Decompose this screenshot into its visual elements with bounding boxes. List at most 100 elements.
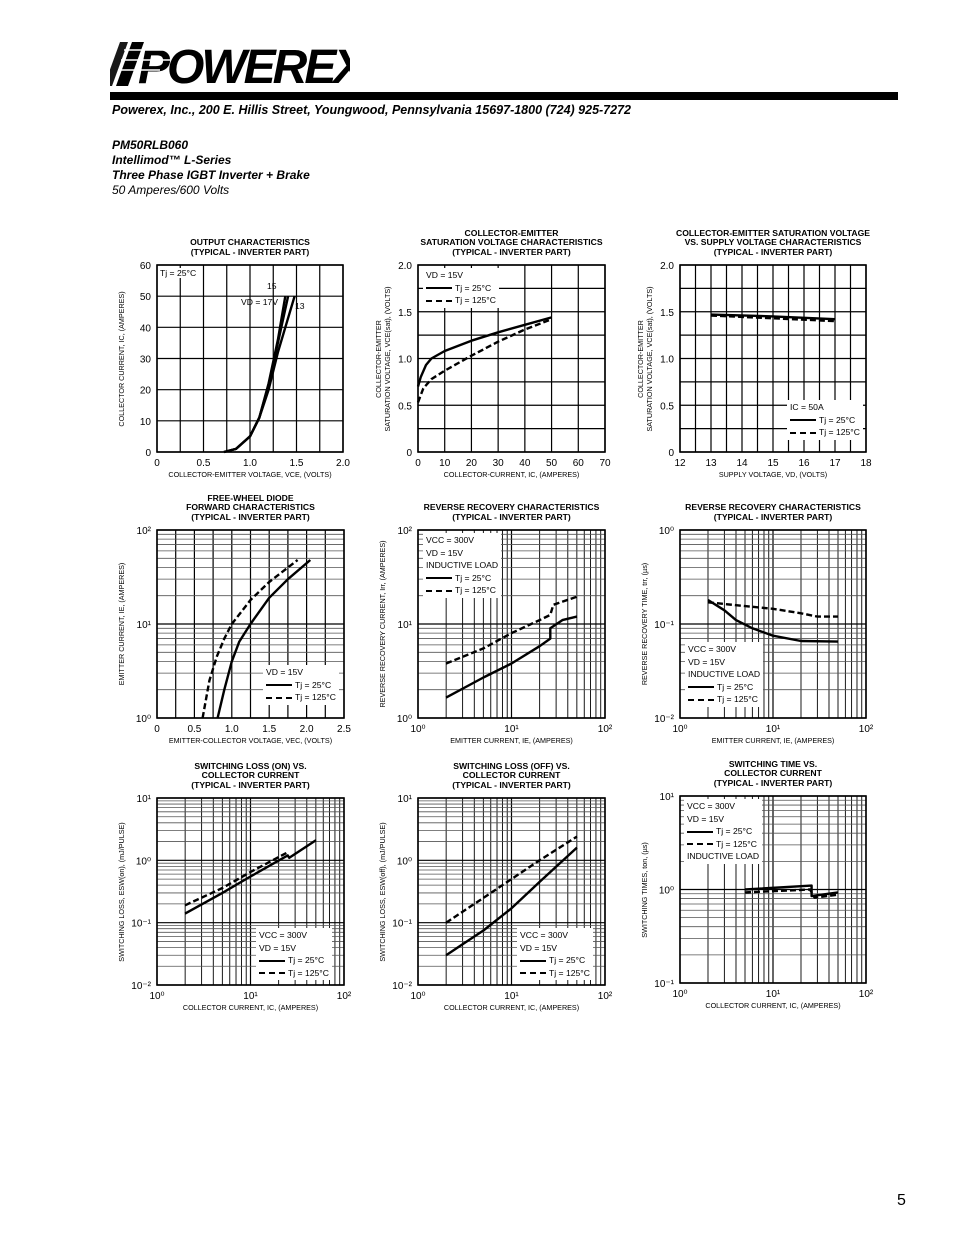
- x-tick-label: 10¹: [504, 724, 519, 735]
- chart-title-line: (TYPICAL - INVERTER PART): [452, 779, 571, 790]
- chart-plot: 10⁰ 10¹ 10² 10⁻² 10⁻¹ 10⁰ 10¹: [131, 794, 352, 1002]
- plot-frame: [679, 529, 867, 719]
- chart-title-line: COLLECTOR CURRENT: [462, 770, 561, 780]
- legend-text: Tj = 125°C: [549, 967, 590, 978]
- x-tick-label: 10²: [598, 991, 613, 1002]
- chart-title: OUTPUT CHARACTERISTICS (TYPICAL - INVERTE…: [190, 237, 310, 257]
- chart-title-line: COLLECTOR-EMITTER SATURATION VOLTAGE: [676, 227, 870, 238]
- plot-frame: [417, 529, 606, 719]
- chart-8: 10⁰ 10¹ 10² 10⁻² 10⁻¹ 10⁰ 10¹ SWITCHING LOSS (O…: [378, 761, 613, 1012]
- y-tick-label: 2.0: [660, 261, 674, 272]
- series-line-1: [416, 316, 552, 387]
- legend-text: INDUCTIVE LOAD: [426, 560, 499, 570]
- solid-line-sample: [426, 287, 452, 290]
- legend-item: VCC = 300V: [688, 643, 760, 656]
- y-tick-label: 10⁻¹: [654, 620, 674, 631]
- series-line-3: [223, 295, 296, 454]
- legend-text: Tj = 125°C: [455, 585, 496, 595]
- legend-text: Tj = 125°C: [288, 967, 329, 978]
- chart-title-line: (TYPICAL - INVERTER PART): [452, 511, 571, 522]
- chart-5: 10⁰ 10¹ 10² 10⁰ 10¹ 10² REVERSE RECOVERY CHARA…: [378, 502, 613, 745]
- x-axis-label: COLLECTOR CURRENT, IC, (AMPERES): [182, 1003, 319, 1012]
- y-tick-label: 2.0: [398, 261, 412, 272]
- legend-item: INDUCTIVE LOAD: [688, 668, 760, 681]
- chart-4: 0 0.5 1.0 1.5 2.0 2.5 10⁰ 10¹ 10² FREE-WHEEL DIOD…: [117, 493, 351, 745]
- legend-text: Tj = 125°C: [716, 838, 757, 849]
- legend-item: Tj = 125°C: [688, 693, 760, 706]
- x-tick-label: 12: [674, 458, 686, 469]
- legend-item: Tj = 125°C: [266, 691, 336, 704]
- legend-item: INDUCTIVE LOAD: [687, 850, 759, 863]
- chart-title-line: SWITCHING LOSS (ON) VS.: [194, 760, 307, 771]
- chart-annotation: VD = 17V: [241, 297, 279, 307]
- y-tick-label: 10⁻¹: [131, 919, 151, 930]
- legend-item: Tj = 25°C: [266, 679, 336, 692]
- dashed-line-sample: [426, 299, 452, 302]
- chart-title: COLLECTOR-EMITTER SATURATION VOLTAGE CHAR…: [420, 228, 602, 258]
- legend-item: Tj = 125°C: [687, 838, 759, 851]
- x-tick-label: 40: [519, 458, 531, 469]
- chart-plot: 0 10 20 30 40 50 60 70 0 0.5 1.0 1.5 2.0: [398, 261, 611, 469]
- chart-title-line: (TYPICAL - INVERTER PART): [713, 246, 833, 257]
- legend-text: Tj = 125°C: [717, 694, 758, 704]
- y-tick-label: 10²: [398, 526, 413, 537]
- legend-item: Tj = 125°C: [426, 584, 498, 597]
- x-tick-label: 1.0: [225, 724, 239, 735]
- y-tick-label: 10⁰: [397, 714, 412, 725]
- x-tick-label: 1.5: [262, 724, 276, 735]
- chart-title: FREE-WHEEL DIODE FORWARD CHARACTERISTICS(…: [186, 493, 315, 523]
- x-tick-label: 10: [439, 458, 451, 469]
- legend: VCC = 300V VD = 15V Tj = 25°C Tj = 125°C IND…: [684, 799, 763, 864]
- x-axis-label: EMITTER-COLLECTOR VOLTAGE, VEC, (VOLTS): [168, 736, 333, 745]
- y-tick-label: 40: [140, 323, 152, 334]
- legend-text: VD = 15V: [426, 270, 464, 280]
- dashed-line-sample: [426, 589, 452, 592]
- y-tick-label: 10⁰: [136, 856, 151, 867]
- chart-title: SWITCHING LOSS (ON) VS. COLLECTOR CURRENT…: [191, 760, 310, 791]
- x-tick-label: 16: [798, 458, 810, 469]
- dashed-line-sample: [688, 698, 714, 701]
- series-line-2: [445, 835, 578, 924]
- chart-title-line: (TYPICAL - INVERTER PART): [191, 779, 310, 790]
- legend-text: VD = 15V: [687, 813, 725, 824]
- legend-item: Tj = 25°C: [790, 414, 860, 427]
- legend-text: Tj = 125°C: [819, 427, 860, 437]
- legend-text: VCC = 300V: [520, 930, 569, 940]
- legend-text: Tj = 25°C: [288, 955, 325, 965]
- y-axis-label-line: SATURATION VOLTAGE, VCE(sat), (VOLTS): [383, 285, 392, 432]
- header-rule: [110, 92, 898, 100]
- y-axis-label-line: SWITCHING LOSS, ESW(on), (mJ/PULSE): [117, 821, 126, 962]
- x-tick-label: 10²: [598, 724, 613, 735]
- plot-frame: [156, 264, 344, 453]
- x-axis-label: SUPPLY VOLTAGE, VD, (VOLTS): [718, 470, 828, 479]
- y-tick-label: 10: [140, 417, 152, 428]
- chart-6: 10⁰ 10¹ 10² 10⁻² 10⁻¹ 10⁰ REVERSE RECOVERY CHA…: [640, 502, 874, 745]
- legend: VD = 15V Tj = 25°C Tj = 125°C: [263, 665, 339, 705]
- series-line-1: [445, 615, 578, 699]
- series-line-1: [707, 598, 839, 643]
- x-axis-label: COLLECTOR-EMITTER VOLTAGE, VCE, (VOLTS): [168, 470, 332, 479]
- chart-title-line: VS. SUPPLY VOLTAGE CHARACTERISTICS: [684, 237, 862, 247]
- legend-item: VD = 15V: [687, 813, 759, 826]
- x-tick-label: 15: [767, 458, 779, 469]
- x-tick-label: 13: [705, 458, 717, 469]
- legend-item: VCC = 300V: [687, 800, 759, 813]
- legend-text: Tj = 125°C: [295, 692, 336, 702]
- y-tick-label: 0: [145, 448, 151, 459]
- y-tick-label: 10⁻²: [131, 981, 151, 992]
- powerex-logo: POWEREX: [104, 40, 371, 94]
- y-axis-label-line: REVERSE RECOVERY CURRENT, Irr, (AMPERES): [378, 540, 387, 708]
- dashed-line-sample: [520, 972, 546, 975]
- x-tick-label: 10¹: [243, 991, 258, 1002]
- chart-9: 10⁰ 10¹ 10² 10⁻¹ 10⁰ 10¹ SWITCHING TIME VS. COL…: [640, 759, 874, 1010]
- x-tick-label: 0: [154, 724, 160, 735]
- chart-title-line: (TYPICAL - INVERTER PART): [713, 511, 833, 522]
- legend-text: Tj = 25°C: [717, 681, 754, 692]
- y-axis-label: SWITCHING LOSS, ESW(off), (mJ/PULSE): [378, 822, 387, 961]
- x-tick-label: 2.5: [337, 724, 351, 735]
- y-tick-label: 0.5: [398, 401, 412, 412]
- series-line-2: [416, 318, 553, 403]
- grid: [156, 797, 345, 986]
- solid-line-sample: [687, 830, 713, 833]
